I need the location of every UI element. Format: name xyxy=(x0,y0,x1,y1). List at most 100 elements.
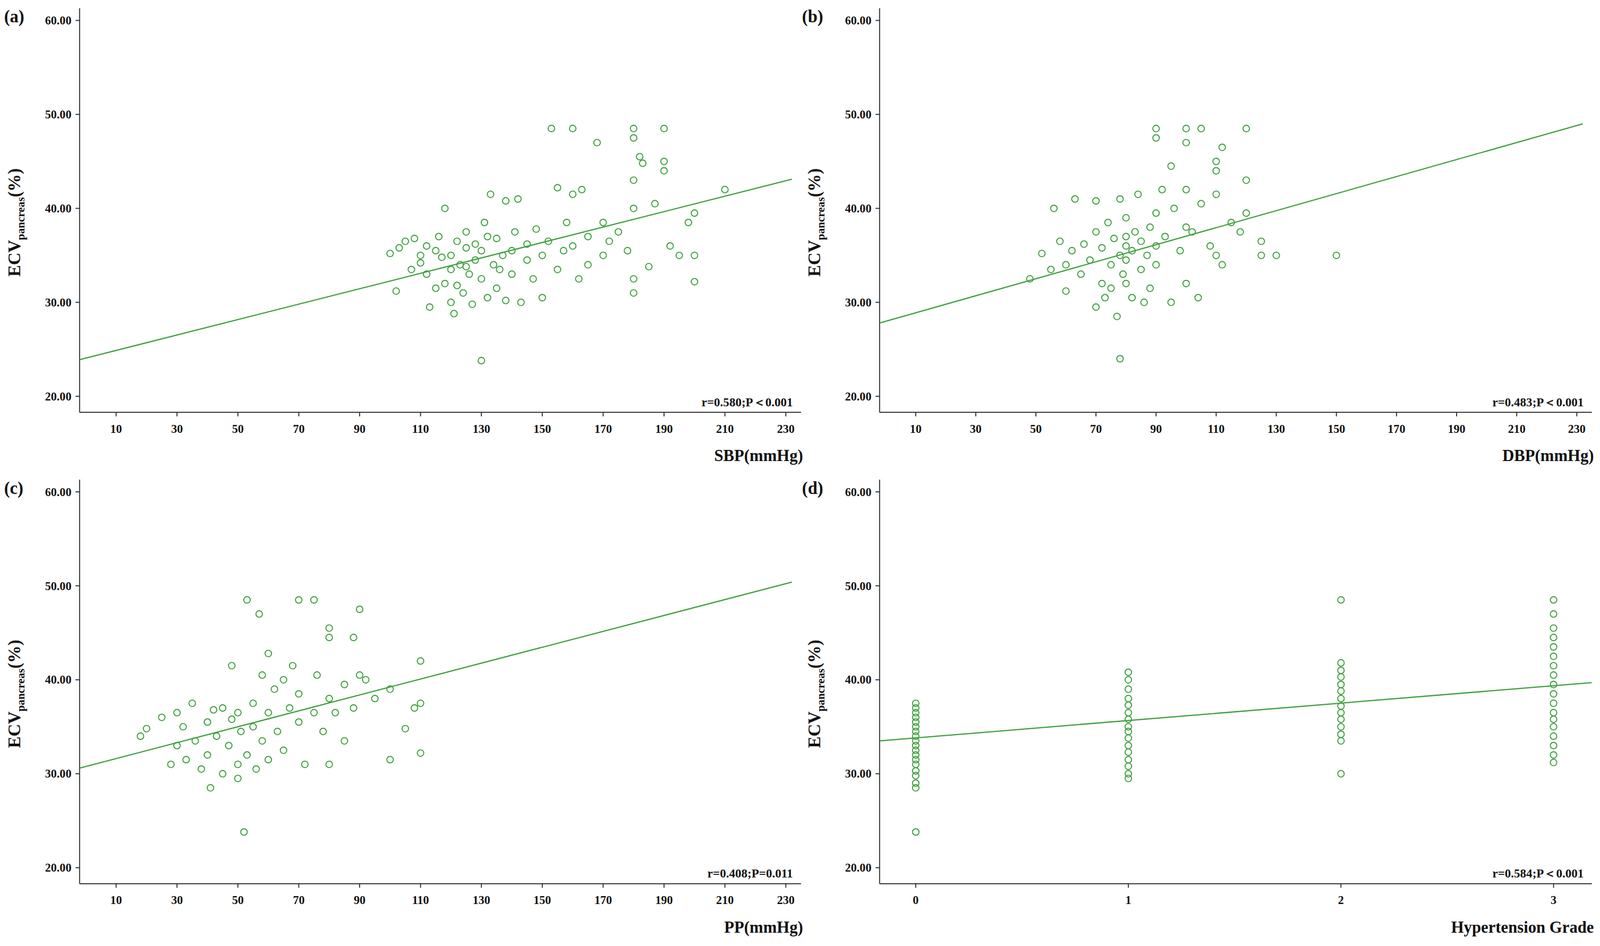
point xyxy=(1141,299,1148,306)
point xyxy=(295,596,302,603)
x-tick-label: 90 xyxy=(353,422,366,436)
point xyxy=(1125,668,1132,676)
y-tick xyxy=(875,395,880,397)
point xyxy=(423,242,430,250)
y-tick-label: 50.00 xyxy=(845,579,872,593)
y-tick-label: 20.00 xyxy=(845,861,872,875)
point xyxy=(1038,250,1045,257)
point xyxy=(416,700,424,707)
point xyxy=(1337,709,1344,717)
point xyxy=(1125,709,1132,717)
point xyxy=(274,728,281,735)
x-tick-label: 150 xyxy=(533,422,551,436)
point xyxy=(554,266,561,273)
x-tick-label: 230 xyxy=(777,422,795,436)
point xyxy=(530,275,537,283)
point xyxy=(137,733,144,740)
point xyxy=(1333,252,1340,259)
y-tick xyxy=(75,301,80,303)
point xyxy=(1550,624,1557,632)
point xyxy=(569,242,576,250)
x-tick-label: 70 xyxy=(292,893,305,907)
point xyxy=(1337,687,1344,695)
point xyxy=(578,186,585,193)
x-tick xyxy=(663,412,665,417)
point xyxy=(630,125,637,132)
plot-area xyxy=(879,123,1584,362)
point xyxy=(1125,749,1132,756)
point xyxy=(1337,596,1344,603)
panel: (c)20.0030.0040.0050.0060.00103050709011… xyxy=(4,478,804,937)
point xyxy=(685,219,692,226)
point xyxy=(462,228,470,235)
point xyxy=(1125,716,1132,723)
point xyxy=(1050,205,1058,212)
point xyxy=(1197,200,1205,207)
y-axis xyxy=(79,8,81,413)
y-axis-label: ECVpancreas(%) xyxy=(804,639,828,748)
point xyxy=(502,197,509,204)
y-label-main: ECV xyxy=(4,240,24,277)
y-tick-label: 30.00 xyxy=(45,295,72,310)
point xyxy=(243,596,251,603)
x-tick xyxy=(176,412,178,417)
point xyxy=(228,716,235,723)
x-tick-label: 190 xyxy=(654,893,673,907)
point xyxy=(1134,191,1142,198)
y-tick-label: 40.00 xyxy=(45,673,72,687)
point xyxy=(1119,270,1127,278)
point xyxy=(438,253,446,261)
x-tick xyxy=(359,412,361,417)
y-tick-label: 60.00 xyxy=(45,485,72,499)
point xyxy=(1550,733,1557,740)
point xyxy=(1146,224,1154,231)
point xyxy=(453,282,461,289)
figure: (a)20.0030.0040.0050.0060.00103050709011… xyxy=(0,0,1600,946)
point xyxy=(1167,163,1174,170)
x-tick xyxy=(1456,412,1458,417)
point xyxy=(563,219,570,226)
x-tick xyxy=(480,883,482,889)
point xyxy=(1125,742,1132,749)
y-tick xyxy=(75,20,80,22)
y-label-subscript: pancreas xyxy=(14,197,28,241)
point xyxy=(1550,759,1557,766)
point xyxy=(280,676,287,684)
point xyxy=(1550,596,1557,603)
point xyxy=(1243,209,1250,217)
point xyxy=(1550,709,1557,717)
point xyxy=(1206,242,1214,250)
x-tick-label: 90 xyxy=(353,893,366,907)
point xyxy=(249,700,257,707)
point xyxy=(465,270,473,278)
point xyxy=(402,237,409,245)
x-tick xyxy=(298,883,300,889)
x-tick xyxy=(1035,412,1037,417)
point xyxy=(1137,237,1145,245)
annotation: r=0.408;P=0.011 xyxy=(707,866,794,881)
point xyxy=(1098,280,1105,287)
point xyxy=(243,751,251,759)
point xyxy=(1337,730,1344,738)
point xyxy=(441,205,448,212)
x-tick-label: 50 xyxy=(232,893,244,907)
x-tick xyxy=(1516,412,1518,417)
panel-label: (c) xyxy=(4,478,24,499)
y-tick-label: 30.00 xyxy=(845,767,872,781)
point xyxy=(432,285,439,292)
point xyxy=(1116,355,1123,362)
point xyxy=(1128,294,1136,301)
point xyxy=(1550,700,1557,707)
y-label-unit: (%) xyxy=(4,168,25,198)
point xyxy=(569,125,576,132)
point xyxy=(593,139,601,146)
point xyxy=(1197,125,1205,132)
point xyxy=(371,695,379,702)
y-tick xyxy=(875,207,880,209)
point xyxy=(198,766,205,773)
point xyxy=(1337,770,1344,778)
point xyxy=(691,209,698,217)
point xyxy=(203,751,211,759)
point xyxy=(270,685,278,693)
point xyxy=(624,247,631,254)
